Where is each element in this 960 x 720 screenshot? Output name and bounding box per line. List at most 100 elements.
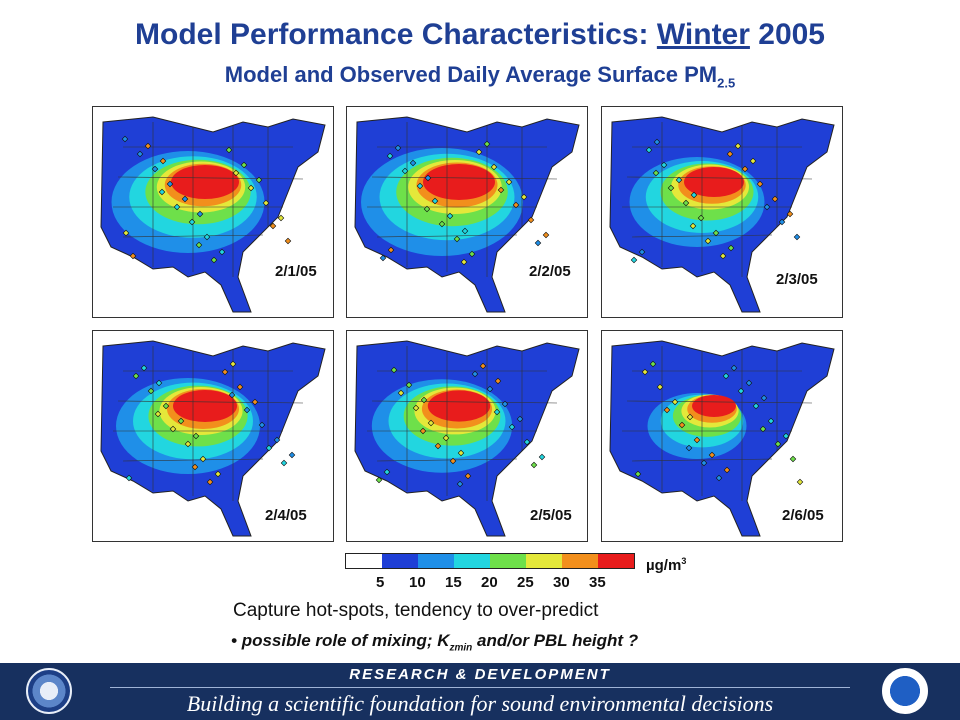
observation-marker — [427, 419, 435, 427]
observation-marker — [265, 444, 273, 452]
subtitle-subscript: 2.5 — [717, 75, 736, 91]
map-date-3: 2/3/05 — [776, 271, 818, 288]
coastline — [609, 116, 835, 313]
observation-marker — [497, 186, 505, 194]
observation-marker — [759, 425, 767, 433]
observation-marker — [475, 148, 483, 156]
observation-marker — [184, 440, 192, 448]
observation-marker — [159, 157, 167, 165]
observation-marker — [424, 174, 432, 182]
observation-marker — [419, 427, 427, 435]
observation-marker — [749, 157, 757, 165]
legend-tick-label: 30 — [553, 574, 570, 591]
observation-marker — [634, 470, 642, 478]
observation-marker — [456, 480, 464, 488]
observation-marker — [210, 256, 218, 264]
bullet-text-2: and/or PBL height ? — [472, 631, 639, 650]
bullet-text-1: possible role of mixing; K — [241, 631, 450, 650]
observation-marker — [192, 432, 200, 440]
observation-marker — [255, 176, 263, 184]
coastline — [354, 116, 580, 313]
observation-marker — [505, 178, 513, 186]
legend-swatch — [346, 554, 382, 568]
observation-marker — [375, 476, 383, 484]
coastline — [100, 116, 326, 313]
observation-marker — [225, 146, 233, 154]
concentration-band — [173, 390, 237, 422]
observation-marker — [273, 436, 281, 444]
subtitle-main: Model and Observed Daily Average Surface… — [224, 62, 718, 87]
observation-marker — [416, 182, 424, 190]
observation-marker — [471, 370, 479, 378]
observation-marker — [727, 244, 735, 252]
state-boundary — [371, 400, 558, 404]
observation-marker — [136, 150, 144, 158]
observation-marker — [221, 368, 229, 376]
observation-marker — [712, 229, 720, 237]
observation-marker — [438, 220, 446, 228]
observation-marker — [741, 165, 749, 173]
observation-marker — [630, 256, 638, 264]
coastline — [609, 340, 835, 537]
observation-marker — [154, 410, 162, 418]
bullet-marker: • — [231, 631, 237, 650]
observation-marker — [243, 406, 251, 414]
title-season: Winter — [656, 18, 750, 51]
observation-marker — [196, 210, 204, 218]
observation-marker — [386, 152, 394, 160]
observation-marker — [697, 214, 705, 222]
observation-marker — [144, 142, 152, 150]
observation-marker — [652, 169, 660, 177]
observation-marker — [181, 195, 189, 203]
observation-marker — [715, 474, 723, 482]
observation-marker — [660, 161, 668, 169]
map-panel-2: 2/2/05 — [346, 106, 588, 318]
state-boundary — [626, 400, 813, 404]
page-subtitle: Model and Observed Daily Average Surface… — [0, 62, 960, 90]
observation-marker — [390, 366, 398, 374]
observation-marker — [690, 191, 698, 199]
observation-marker — [280, 459, 288, 467]
observation-marker — [719, 252, 727, 260]
observation-marker — [678, 421, 686, 429]
observation-marker — [169, 425, 177, 433]
footer-heading: RESEARCH & DEVELOPMENT — [349, 666, 611, 683]
observation-marker — [420, 396, 428, 404]
observation-marker — [195, 241, 203, 249]
caption-text: Capture hot-spots, tendency to over-pred… — [233, 600, 599, 621]
observation-marker — [542, 231, 550, 239]
title-part2: 2005 — [749, 18, 825, 51]
observation-marker — [129, 252, 137, 260]
unit-main: µg/m — [646, 557, 682, 574]
observation-marker — [387, 246, 395, 254]
pm-map-5 — [354, 340, 580, 537]
pm-map-6 — [609, 340, 835, 537]
observation-marker — [649, 360, 657, 368]
legend-swatch — [598, 554, 634, 568]
observation-marker — [258, 421, 266, 429]
observation-marker — [494, 377, 502, 385]
observation-marker — [236, 383, 244, 391]
observation-marker — [512, 201, 520, 209]
observation-marker — [394, 144, 402, 152]
observation-marker — [726, 150, 734, 158]
map-date-2: 2/2/05 — [529, 263, 571, 280]
legend-swatch — [418, 554, 454, 568]
observation-marker — [685, 444, 693, 452]
observation-marker — [166, 180, 174, 188]
observation-marker — [756, 180, 764, 188]
map-panel-6: 2/6/05 — [601, 330, 843, 542]
title-part1: Model Performance Characteristics: — [135, 18, 657, 51]
observation-marker — [723, 466, 731, 474]
legend-swatch — [490, 554, 526, 568]
observation-marker — [122, 229, 130, 237]
observation-marker — [663, 406, 671, 414]
observation-marker — [534, 239, 542, 247]
observation-marker — [641, 368, 649, 376]
observation-marker — [638, 248, 646, 256]
concentration-band — [684, 167, 744, 197]
observation-marker — [530, 461, 538, 469]
concentration-band — [692, 395, 736, 417]
legend-tick-label: 5 — [376, 574, 385, 591]
observation-marker — [203, 233, 211, 241]
